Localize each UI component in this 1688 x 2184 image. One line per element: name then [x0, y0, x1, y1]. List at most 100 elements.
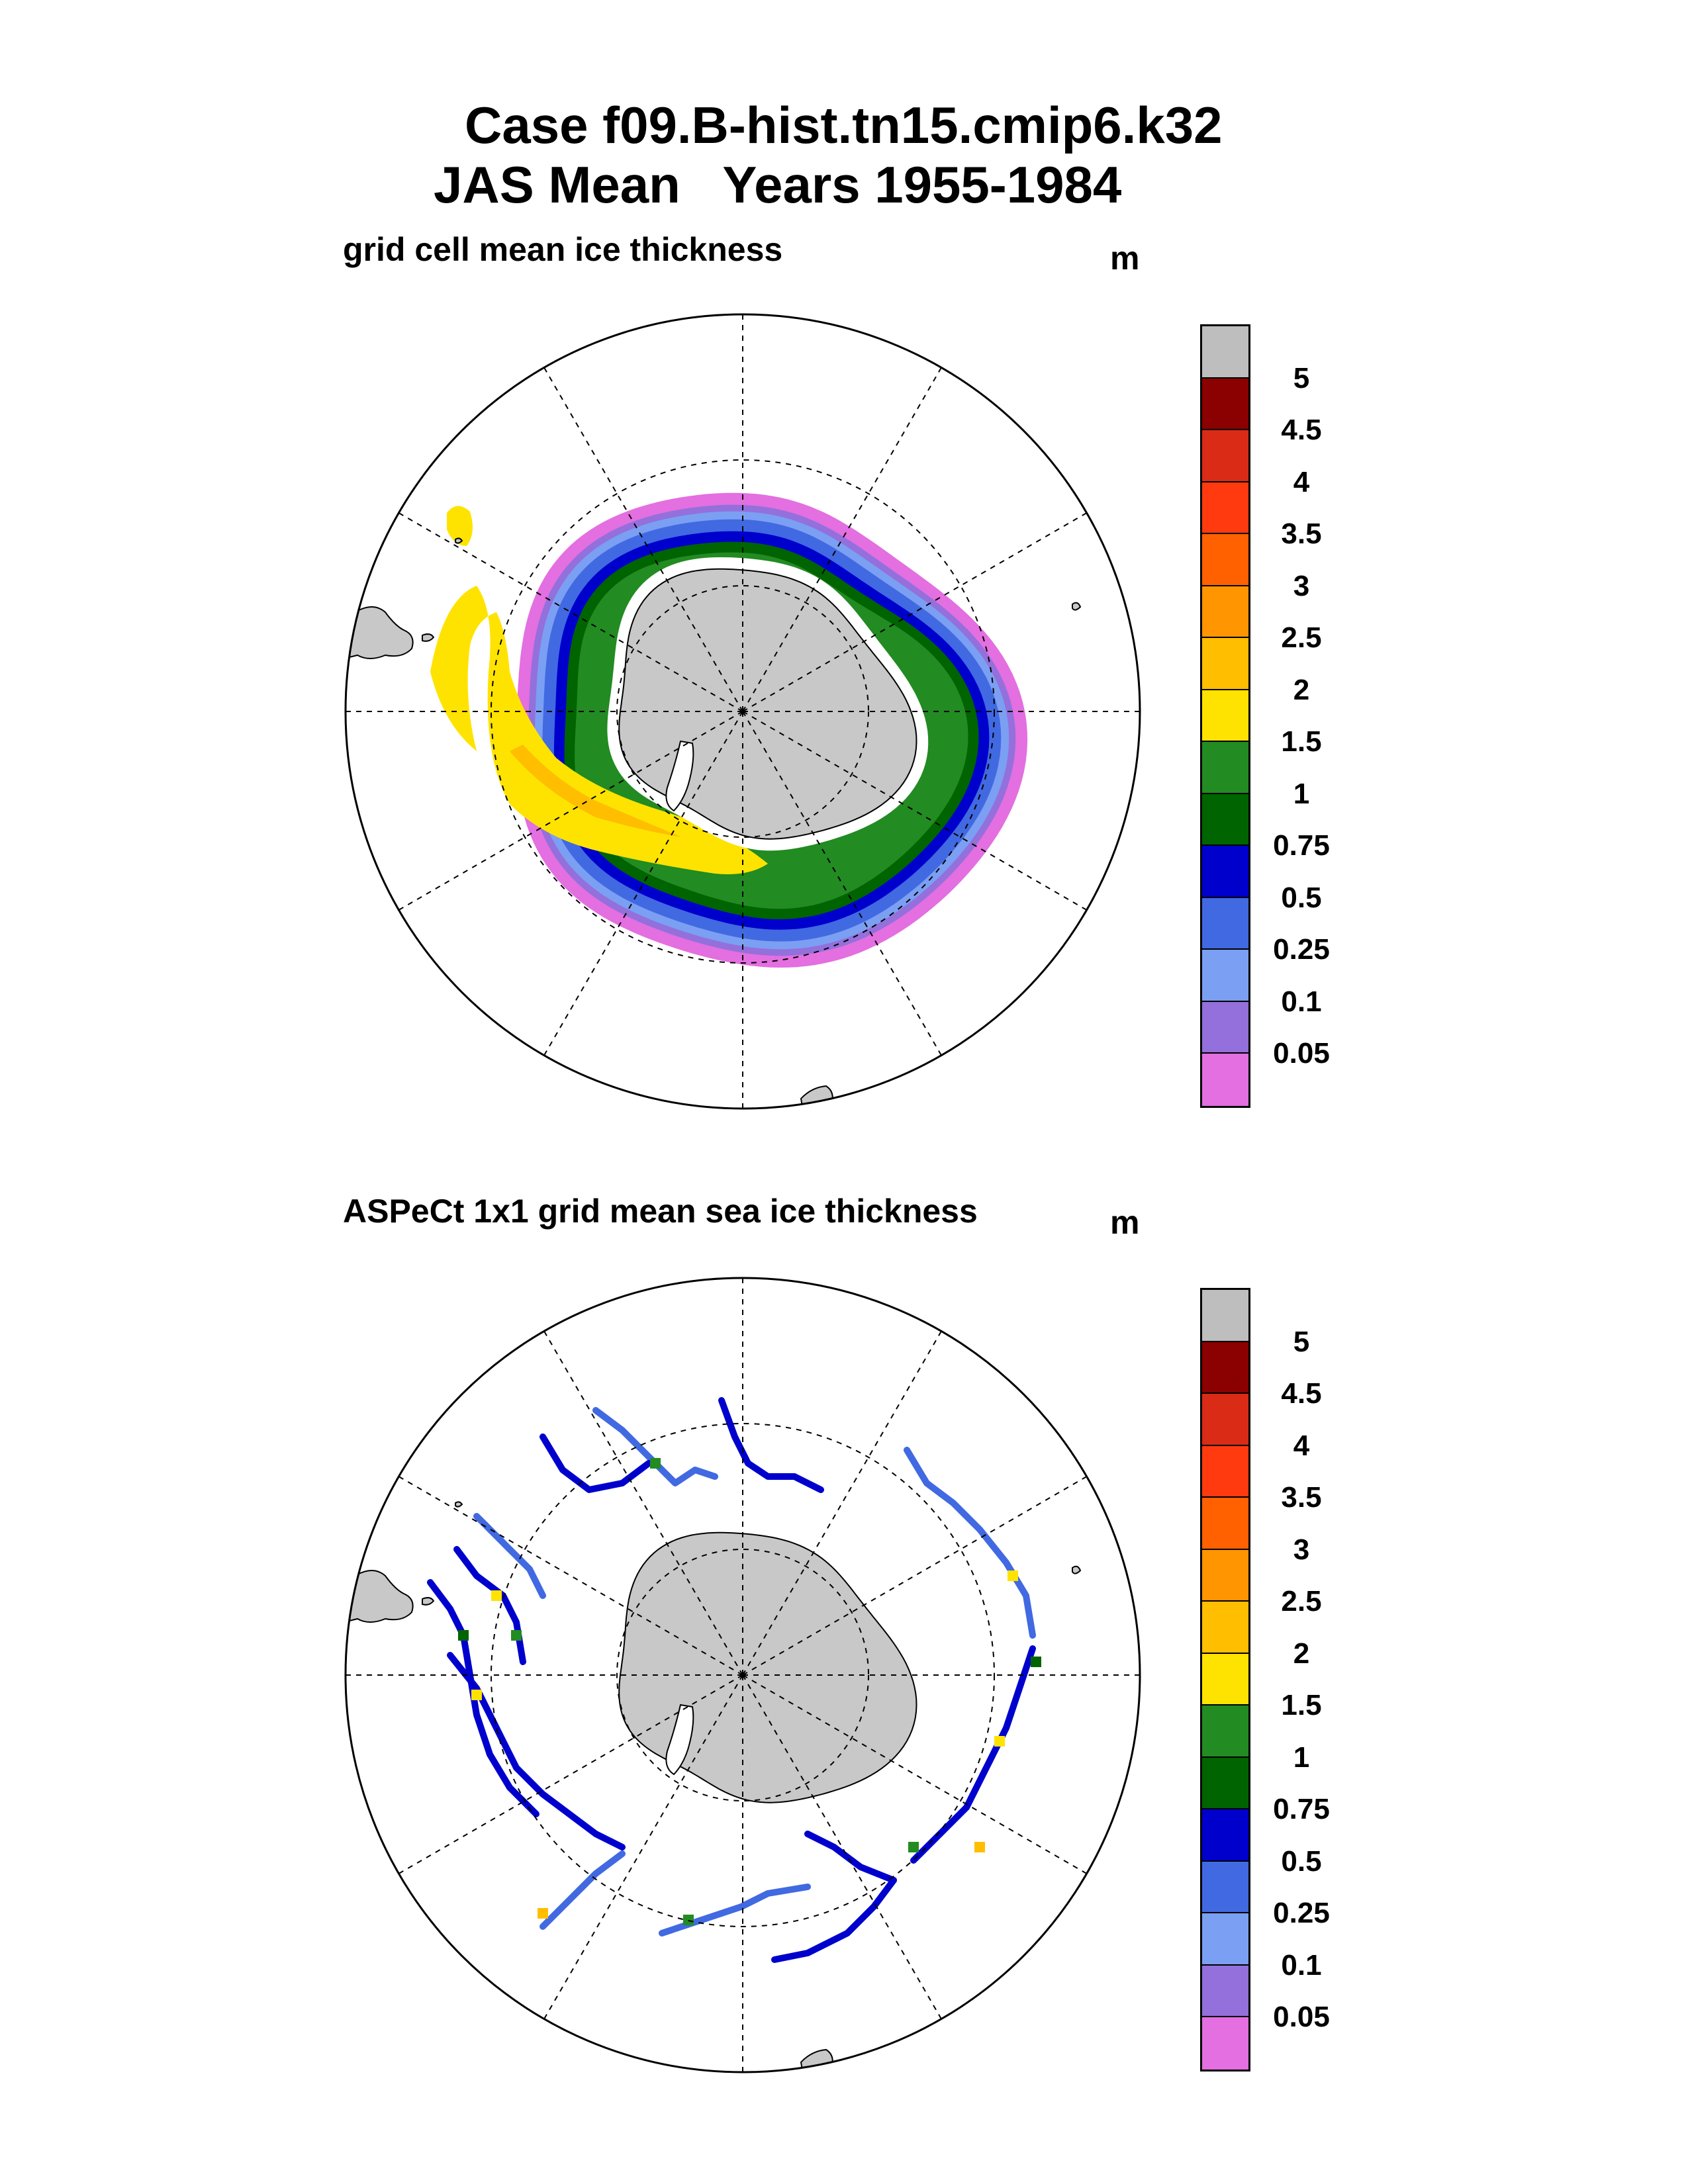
observation-track [718, 1397, 824, 1493]
colorbar-tick-label: 0.5 [1281, 881, 1322, 914]
colorbar-tick-label: 0.75 [1273, 829, 1330, 862]
colorbar-swatch [1202, 1965, 1248, 2018]
figure-title-line-2: JAS Mean Years 1955-1984 [434, 156, 1122, 214]
figure-title-line-1: Case f09.B-hist.tn15.cmip6.k32 [465, 96, 1223, 154]
meridian-line [742, 506, 1099, 712]
colorbar-swatch [1202, 794, 1248, 846]
colorbar-tick-label: 2 [1293, 673, 1310, 706]
observation-track [592, 1407, 718, 1486]
colorbar-swatch [1202, 2017, 1248, 2070]
colorbar-tick-label: 0.25 [1273, 933, 1330, 966]
colorbar-swatch [1202, 1809, 1248, 1862]
meridian-line [537, 1319, 743, 1676]
colorbar-tick-label: 0.25 [1273, 1897, 1330, 1930]
colorbar-tick-label: 0.75 [1273, 1793, 1330, 1826]
observation-cell [994, 1736, 1005, 1747]
latitude-circle [616, 1549, 869, 1801]
meridian-line [537, 355, 743, 712]
observation-cell [1031, 1657, 1041, 1667]
meridian-line [742, 1469, 1099, 1676]
colorbar-tick-label: 5 [1293, 361, 1310, 394]
ice-thickness-orange-strip [510, 745, 682, 837]
ross-sea-inlet [665, 1704, 694, 1776]
ice-thickness-high-yellow [430, 586, 768, 874]
observation-track [539, 1850, 626, 1930]
observation-cell [974, 1842, 985, 1852]
colorbar-tick-label: 2.5 [1281, 1585, 1322, 1618]
colorbar-swatch [1202, 897, 1248, 950]
observation-cell [458, 1630, 469, 1641]
observation-track [473, 1513, 546, 1599]
polar-map-observations [344, 1277, 1141, 2073]
colorbar-swatch [1202, 1498, 1248, 1550]
falkland-islands [422, 633, 435, 642]
observation-track [771, 1877, 897, 1963]
observation-cell [908, 1842, 919, 1852]
observation-track [910, 1645, 1036, 1864]
colorbar-tick-label: 4.5 [1281, 1377, 1322, 1410]
colorbar-tick-label: 0.5 [1281, 1844, 1322, 1878]
observation-cell [471, 1690, 482, 1700]
observation-track [804, 1831, 897, 1884]
colorbar-swatch [1202, 534, 1248, 586]
colorbar-swatch [1202, 742, 1248, 794]
antarctica-landmass [618, 1531, 917, 1803]
colorbar-swatch [1202, 846, 1248, 898]
panel-bottom-unit: m [1110, 1204, 1140, 1241]
colorbar-swatch [1202, 1001, 1248, 1054]
meridian-line [742, 1674, 949, 2031]
polar-map-model [344, 313, 1141, 1110]
colorbar-tick-label: 2.5 [1281, 621, 1322, 655]
ross-sea-inlet [665, 740, 694, 812]
colorbar-tick-label: 1.5 [1281, 1689, 1322, 1722]
observation-cell [1008, 1570, 1018, 1581]
panel-top-label: grid cell mean ice thickness [343, 231, 783, 268]
colorbar-swatch [1202, 482, 1248, 535]
colorbar-tick-label: 3 [1293, 569, 1310, 602]
colorbar-tick-label: 3.5 [1281, 518, 1322, 551]
weddell-yellow-patch [447, 506, 473, 546]
meridian-line [742, 711, 949, 1068]
colorbar-swatch [1202, 1706, 1248, 1758]
colorbar-swatch [1202, 1342, 1248, 1394]
observation-track [539, 1433, 652, 1493]
meridian-line [387, 1674, 743, 1881]
colorbar-tick-label: 2 [1293, 1637, 1310, 1670]
meridian-line [537, 1674, 743, 2031]
meridian-line [387, 711, 743, 917]
observation-cell [491, 1590, 502, 1601]
colorbar-tick-label: 0.1 [1281, 985, 1322, 1018]
colorbar-tick-label: 0.05 [1273, 1037, 1330, 1070]
observation-cell [511, 1630, 522, 1641]
colorbar-swatch [1202, 1445, 1248, 1498]
colorbar-bottom: 5 4.5 4 3.5 3 2.5 2 1.5 1 0.75 0.5 0.25 0.1 0.05 [1200, 1288, 1330, 2071]
falkland-islands [422, 1597, 435, 1606]
colorbar-top: 5 4.5 4 3.5 3 2.5 2 1.5 1 0.75 0.5 0.25 0.1 0.05 [1200, 324, 1330, 1108]
colorbar-swatch [1202, 1602, 1248, 1654]
map-boundary-circle [344, 1277, 1141, 2073]
latitude-circle [616, 585, 869, 838]
map-boundary-circle [344, 313, 1141, 1110]
small-island [455, 1501, 463, 1508]
latitude-circle [491, 1423, 995, 1927]
colorbar-tick-label: 3 [1293, 1533, 1310, 1566]
colorbar-swatch [1202, 638, 1248, 690]
colorbar-swatch [1202, 1653, 1248, 1706]
colorbar-swatch [1202, 1757, 1248, 1810]
colorbar-tick-label: 0.1 [1281, 1948, 1322, 1981]
colorbar-swatch [1202, 690, 1248, 743]
meridian-line [537, 711, 743, 1068]
colorbar-swatch [1202, 1394, 1248, 1446]
panel-top-unit: m [1110, 240, 1140, 277]
meridian-line [742, 1319, 949, 1676]
kerguelen-island [1072, 1565, 1082, 1574]
colorbar-swatch [1202, 1054, 1248, 1106]
colorbar-swatch [1202, 586, 1248, 639]
meridian-line [387, 506, 743, 712]
colorbar-tick-label: 3.5 [1281, 1481, 1322, 1514]
colorbar-tick-label: 5 [1293, 1325, 1310, 1358]
colorbar-tick-label: 4 [1293, 1429, 1310, 1462]
colorbar-tick-label: 1 [1293, 1741, 1310, 1774]
observation-cell [683, 1915, 694, 1925]
panel-bottom-label: ASPeCt 1x1 grid mean sea ice thickness [343, 1193, 978, 1230]
